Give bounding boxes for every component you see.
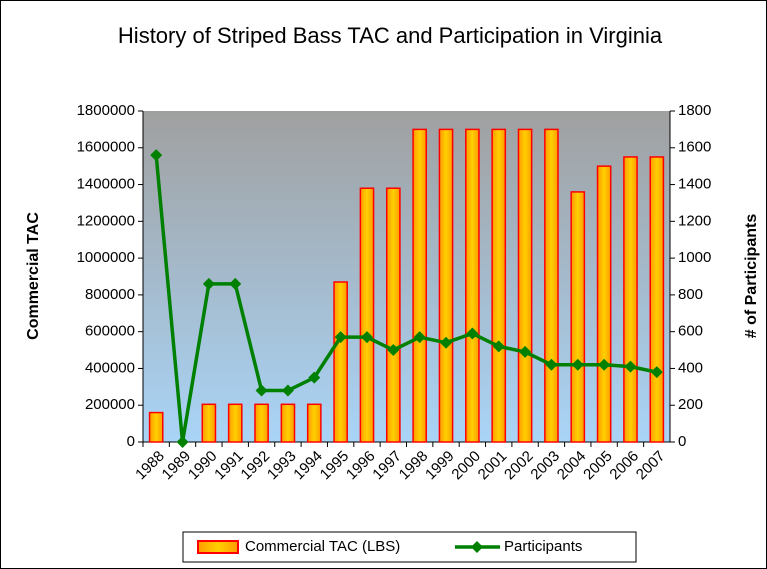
y2-tick-label: 400 [678,359,703,376]
marker [229,277,242,290]
bar [280,403,296,443]
marker [176,436,189,448]
bar [306,403,322,443]
marker [281,384,294,397]
marker [492,340,505,353]
y2-tick-label: 1400 [678,176,711,193]
marker [334,331,347,344]
y-tick-label: 0 [127,433,135,450]
y-tick-label: 1600000 [77,139,135,156]
bar [491,128,507,443]
bar [438,128,454,443]
marker [466,327,479,340]
bar [201,403,217,443]
bar [465,128,480,443]
legend-swatch [197,540,239,554]
marker [650,366,663,379]
y2-tick-label: 800 [678,286,703,303]
y-tick-label: 800000 [85,286,135,303]
marker [150,149,163,162]
y2-tick-label: 1000 [678,249,711,266]
bar [412,128,428,443]
marker [387,344,400,357]
bar [385,187,401,443]
chart-title: History of Striped Bass TAC and Particip… [117,23,663,48]
legend-label: Participants [504,538,582,555]
marker [519,345,532,358]
bar [227,403,243,443]
y-tick-label: 1800000 [77,102,135,119]
y-tick-label: 1200000 [77,212,135,229]
bar [254,403,269,443]
y2-tick-label: 1800 [678,102,711,119]
marker [571,358,584,371]
plot-area [143,111,670,442]
marker [202,277,215,290]
bar [649,156,665,443]
bar [359,187,375,443]
bar [333,281,348,443]
marker [413,331,426,344]
y2-axis-label: # of Participants [743,214,760,339]
marker [598,358,611,371]
legend-swatch [471,541,483,553]
y2-tick-label: 600 [678,323,703,340]
y2-tick-label: 1200 [678,212,711,229]
y-tick-label: 200000 [85,396,135,413]
y-tick-label: 600000 [85,323,135,340]
marker [360,331,373,344]
y2-tick-label: 1600 [678,139,711,156]
y-tick-label: 1400000 [77,176,135,193]
y2-tick-label: 0 [678,433,686,450]
y-tick-label: 400000 [85,359,135,376]
y-axis-label: Commercial TAC [25,212,42,340]
y-tick-label: 1000000 [77,249,135,266]
marker [255,384,268,397]
legend-box [182,531,637,563]
marker [624,360,637,373]
legend-label: Commercial TAC (LBS) [245,538,400,555]
marker [440,336,453,349]
bar [570,191,586,443]
bar [517,128,533,443]
marker [308,371,321,384]
bar [148,411,164,443]
bar [623,156,638,443]
y2-tick-label: 200 [678,396,703,413]
marker [545,358,558,371]
bar [544,128,559,443]
bar [596,165,612,443]
